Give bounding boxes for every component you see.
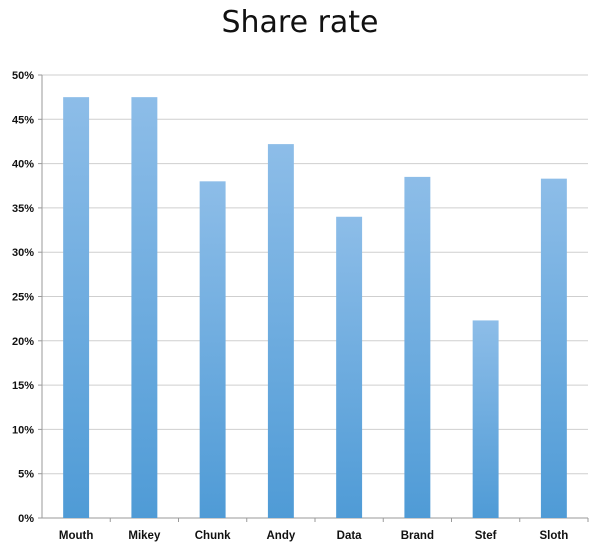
x-tick-label: Mouth [59, 530, 93, 542]
y-tick-label: 5% [18, 469, 34, 481]
bar-mikey [131, 97, 158, 519]
y-tick-labels: 0% 5% 10% 15% 20% 25% 30% 35% 40% 45% 50% [12, 70, 34, 525]
chart-title: Share rate [221, 5, 379, 40]
y-tick-label: 45% [12, 114, 34, 126]
x-tick-label: Andy [267, 530, 296, 542]
y-tick-label: 30% [12, 247, 34, 259]
y-tick-label: 0% [18, 513, 34, 525]
x-tick-label: Mikey [128, 530, 161, 542]
y-tick-label: 10% [12, 424, 34, 436]
bars [63, 97, 567, 519]
bar-andy [267, 144, 294, 518]
bar-brand [404, 176, 431, 518]
y-tick-label: 25% [12, 292, 34, 304]
y-tick-label: 35% [12, 203, 34, 215]
x-tick-label: Chunk [195, 530, 231, 542]
x-tick-labels: Mouth Mikey Chunk Andy Data Brand Stef Sloth [59, 530, 568, 542]
bar-chunk [199, 181, 226, 518]
y-tick-label: 50% [12, 70, 34, 82]
y-tick-label: 20% [12, 336, 34, 348]
x-tick-label: Sloth [540, 530, 569, 542]
gridlines [42, 74, 588, 475]
x-tick-label: Data [337, 530, 363, 542]
bar-sloth [540, 178, 567, 519]
y-tick-label: 15% [12, 380, 34, 392]
x-tick-label: Brand [401, 530, 434, 542]
axes [38, 74, 589, 522]
bar-stef [472, 320, 499, 518]
bar-data [336, 216, 363, 518]
y-tick-label: 40% [12, 159, 34, 171]
bar-mouth [63, 97, 90, 519]
x-tick-label: Stef [475, 530, 497, 542]
